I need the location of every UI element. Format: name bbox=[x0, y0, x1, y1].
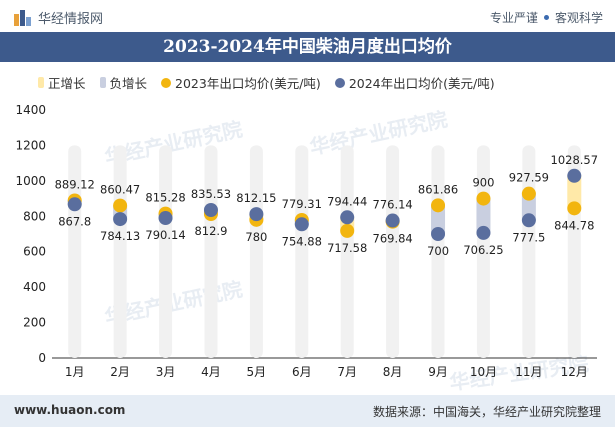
legend-item-2024: 2024年出口均价(美元/吨) bbox=[334, 73, 495, 92]
x-tick-label-4: 4月 bbox=[201, 365, 221, 379]
point-2024-5 bbox=[249, 207, 264, 222]
value-label-2023-3: 815.28 bbox=[145, 191, 185, 205]
point-2024-12 bbox=[567, 168, 582, 183]
y-tick-label-0: 0 bbox=[38, 351, 46, 365]
value-label-2024-2: 784.13 bbox=[100, 229, 140, 243]
legend-item-negative: 负增长 bbox=[99, 73, 148, 92]
x-tick-label-5: 5月 bbox=[247, 365, 267, 379]
title-bar: 2023-2024年中国柴油月度出口均价 bbox=[0, 32, 615, 62]
y-tick-label-3: 600 bbox=[23, 245, 46, 259]
background-bar-2 bbox=[113, 145, 127, 358]
brand-name: 华经情报网 bbox=[38, 12, 104, 27]
value-label-2024-1: 867.8 bbox=[58, 214, 91, 228]
value-label-2023-1: 889.12 bbox=[55, 177, 95, 191]
y-tick-label-7: 1400 bbox=[15, 103, 46, 117]
background-bar-7 bbox=[340, 145, 354, 358]
background-bar-3 bbox=[159, 145, 173, 358]
point-2024-7 bbox=[340, 210, 355, 225]
value-label-2024-12: 1028.57 bbox=[551, 153, 599, 167]
legend-label-negative: 负增长 bbox=[109, 76, 148, 91]
value-label-2023-7: 717.58 bbox=[327, 241, 367, 255]
header-tags: 专业严谨 客观科学 bbox=[490, 9, 603, 26]
legend-swatch-positive bbox=[38, 77, 44, 88]
background-bar-5 bbox=[249, 145, 263, 358]
legend-swatch-2023 bbox=[161, 77, 172, 88]
x-tick-label-9: 9月 bbox=[428, 365, 448, 379]
legend-item-2023: 2023年出口均价(美元/吨) bbox=[161, 73, 321, 92]
value-label-2024-9: 700 bbox=[427, 244, 449, 258]
footer-source: 数据来源：中国海关，华经产业研究院整理 bbox=[372, 405, 601, 419]
legend-swatch-2024 bbox=[334, 77, 345, 88]
tag-objective: 客观科学 bbox=[554, 11, 603, 25]
legend-label-2023: 2023年出口均价(美元/吨) bbox=[175, 76, 321, 91]
x-tick-label-11: 11月 bbox=[515, 365, 542, 379]
point-2023-12 bbox=[567, 201, 582, 216]
y-tick-label-2: 400 bbox=[23, 280, 46, 294]
value-label-2023-2: 860.47 bbox=[100, 183, 140, 197]
point-2024-4 bbox=[203, 202, 218, 217]
value-label-2023-10: 900 bbox=[472, 176, 494, 190]
point-2023-11 bbox=[521, 186, 536, 201]
top-bar: 华经情报网 专业严谨 客观科学 bbox=[0, 0, 615, 32]
point-2023-9 bbox=[431, 198, 446, 213]
legend-label-2024: 2024年出口均价(美元/吨) bbox=[348, 76, 495, 91]
point-2024-9 bbox=[431, 227, 446, 241]
value-label-2024-5: 812.15 bbox=[236, 191, 276, 205]
background-bar-8 bbox=[386, 145, 400, 358]
value-label-2023-5: 780 bbox=[245, 230, 267, 244]
value-label-2023-12: 844.78 bbox=[554, 218, 594, 232]
x-tick-label-12: 12月 bbox=[561, 365, 588, 379]
x-tick-label-6: 6月 bbox=[292, 365, 312, 379]
value-label-2023-11: 927.59 bbox=[509, 171, 549, 185]
y-tick-label-6: 1200 bbox=[15, 138, 46, 152]
y-tick-label-5: 1000 bbox=[15, 174, 46, 188]
x-tick-label-3: 3月 bbox=[156, 365, 176, 379]
value-label-2023-8: 769.84 bbox=[373, 232, 413, 246]
value-label-2023-9: 861.86 bbox=[418, 182, 458, 196]
value-label-2024-10: 706.25 bbox=[463, 243, 503, 257]
point-2024-1 bbox=[67, 197, 82, 212]
y-tick-label-1: 200 bbox=[23, 316, 46, 330]
footer-website: www.huaon.com bbox=[14, 403, 126, 417]
point-2024-10 bbox=[476, 225, 491, 240]
legend-item-positive: 正增长 bbox=[38, 73, 86, 92]
x-tick-label-2: 2月 bbox=[110, 365, 130, 379]
point-2023-2 bbox=[113, 198, 128, 213]
brand: 华经情报网 bbox=[14, 8, 103, 27]
x-tick-label-8: 8月 bbox=[383, 365, 403, 379]
chart-title: 2023-2024年中国柴油月度出口均价 bbox=[163, 37, 452, 57]
point-2024-3 bbox=[158, 211, 173, 226]
value-label-2024-8: 776.14 bbox=[373, 198, 413, 212]
legend: 正增长 负增长 2023年出口均价(美元/吨) 2024年出口均价(美元/吨) bbox=[38, 73, 495, 92]
tag-professional: 专业严谨 bbox=[489, 11, 538, 25]
value-label-2024-11: 777.5 bbox=[512, 230, 545, 244]
background-bar-4 bbox=[204, 145, 218, 358]
watermark-2: 华经产业研究院 bbox=[308, 107, 450, 160]
value-label-2023-6: 779.31 bbox=[282, 197, 322, 211]
legend-label-positive: 正增长 bbox=[48, 76, 86, 91]
value-label-2024-3: 790.14 bbox=[145, 228, 185, 242]
x-tick-label-7: 7月 bbox=[337, 365, 357, 379]
value-label-2023-4: 812.9 bbox=[194, 224, 227, 238]
background-bar-6 bbox=[295, 145, 309, 358]
value-label-2024-6: 754.88 bbox=[282, 234, 322, 248]
point-2024-11 bbox=[521, 213, 536, 228]
point-2024-2 bbox=[113, 212, 128, 227]
tag-separator-dot bbox=[543, 15, 549, 20]
x-tick-label-1: 1月 bbox=[65, 365, 85, 379]
y-tick-label-4: 800 bbox=[23, 209, 46, 223]
value-label-2024-4: 835.53 bbox=[191, 187, 231, 201]
background-bar-9 bbox=[431, 145, 445, 358]
x-tick-label-10: 10月 bbox=[470, 365, 497, 379]
footer: www.huaon.com 数据来源：中国海关，华经产业研究院整理 bbox=[0, 395, 615, 427]
brand-logo-icon bbox=[14, 9, 31, 26]
chart-plot: 华经产业研究院华经产业研究院华经产业研究院华经产业研究院020040060080… bbox=[15, 103, 599, 395]
point-2024-6 bbox=[294, 217, 309, 232]
point-2024-8 bbox=[385, 213, 400, 228]
legend-swatch-negative bbox=[99, 77, 106, 88]
point-2023-10 bbox=[476, 191, 491, 206]
value-label-2024-7: 794.44 bbox=[327, 194, 367, 208]
point-2023-7 bbox=[340, 223, 355, 238]
